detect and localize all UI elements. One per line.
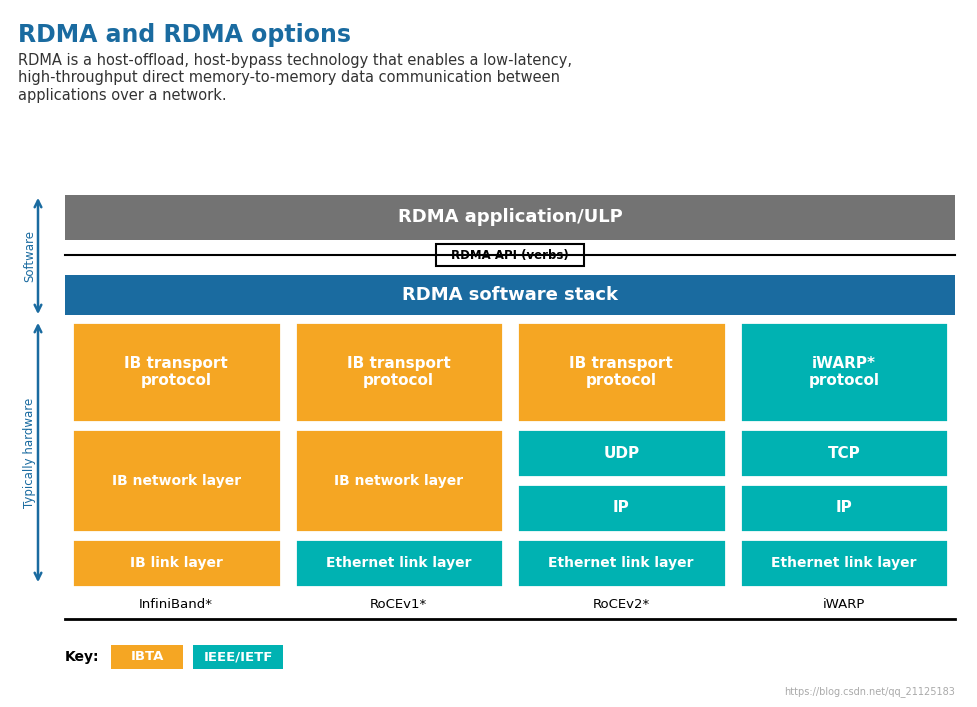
Bar <box>436 244 584 266</box>
Text: IB link layer: IB link layer <box>130 556 223 570</box>
Text: IB network layer: IB network layer <box>334 474 463 488</box>
Text: IEEE/IETF: IEEE/IETF <box>203 650 273 663</box>
Bar <box>294 429 503 532</box>
Text: RDMA application/ULP: RDMA application/ULP <box>398 209 622 226</box>
Bar <box>517 484 726 532</box>
Bar <box>517 539 726 587</box>
Bar <box>72 539 280 587</box>
Text: RDMA is a host-offload, host-bypass technology that enables a low-latency,
high-: RDMA is a host-offload, host-bypass tech… <box>18 53 572 103</box>
Text: Ethernet link layer: Ethernet link layer <box>771 556 916 570</box>
Text: RoCEv2*: RoCEv2* <box>593 599 650 612</box>
Text: Ethernet link layer: Ethernet link layer <box>326 556 472 570</box>
Text: https://blog.csdn.net/qq_21125183: https://blog.csdn.net/qq_21125183 <box>785 686 955 697</box>
Bar <box>72 429 280 532</box>
Text: RDMA API (verbs): RDMA API (verbs) <box>451 248 569 262</box>
Text: Software: Software <box>23 230 36 282</box>
Bar <box>740 322 948 422</box>
Text: Typically hardware: Typically hardware <box>23 397 36 508</box>
Text: IB network layer: IB network layer <box>111 474 240 488</box>
Text: RDMA software stack: RDMA software stack <box>402 286 618 304</box>
Text: RDMA and RDMA options: RDMA and RDMA options <box>18 23 351 47</box>
Text: IB transport
protocol: IB transport protocol <box>124 356 228 388</box>
Bar <box>740 429 948 477</box>
Bar <box>193 645 283 669</box>
Text: Key:: Key: <box>65 650 100 664</box>
Bar <box>517 429 726 477</box>
Bar <box>517 322 726 422</box>
Text: IP: IP <box>613 501 629 515</box>
Text: IBTA: IBTA <box>130 650 164 663</box>
Bar <box>740 539 948 587</box>
Text: iWARP: iWARP <box>823 599 865 612</box>
Text: UDP: UDP <box>603 445 639 460</box>
Text: iWARP*
protocol: iWARP* protocol <box>808 356 879 388</box>
Text: IP: IP <box>835 501 852 515</box>
Bar <box>111 645 183 669</box>
Bar <box>294 539 503 587</box>
Bar <box>72 322 280 422</box>
Text: TCP: TCP <box>828 445 860 460</box>
Bar <box>740 484 948 532</box>
Text: InfiniBand*: InfiniBand* <box>140 599 213 612</box>
Bar <box>294 322 503 422</box>
Text: Ethernet link layer: Ethernet link layer <box>548 556 694 570</box>
Text: RoCEv1*: RoCEv1* <box>370 599 427 612</box>
Text: IB transport
protocol: IB transport protocol <box>570 356 673 388</box>
Bar <box>65 275 955 315</box>
Text: IB transport
protocol: IB transport protocol <box>347 356 450 388</box>
Bar <box>65 195 955 240</box>
